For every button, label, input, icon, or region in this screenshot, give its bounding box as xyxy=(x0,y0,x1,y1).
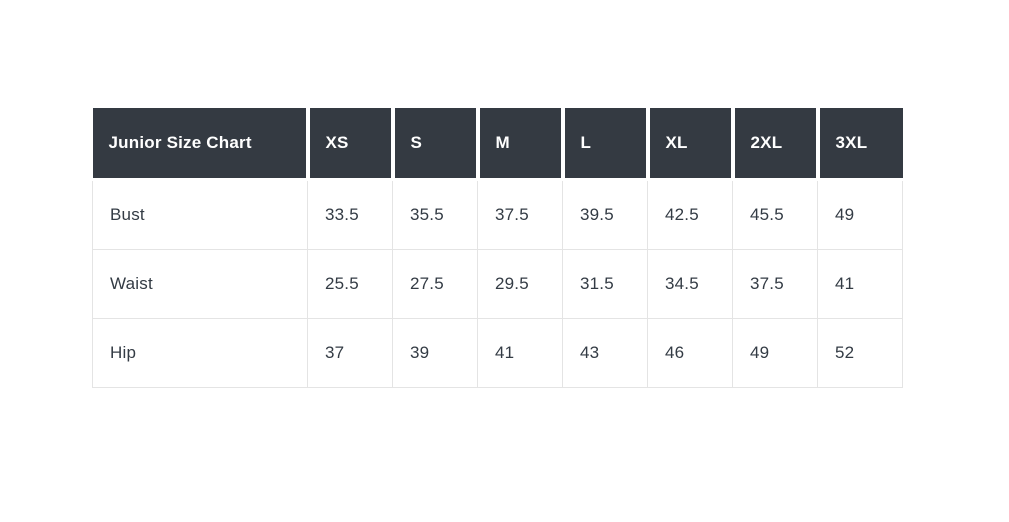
table-row-hip: Hip 37 39 41 43 46 49 52 xyxy=(92,318,903,388)
header-cell-l: L xyxy=(562,108,650,181)
value-cell: 45.5 xyxy=(732,179,818,250)
value-cell: 52 xyxy=(817,318,903,388)
header-cell-s: S xyxy=(392,108,480,181)
header-cell-m: M xyxy=(477,108,565,181)
value-cell: 49 xyxy=(817,179,903,250)
row-label-bust: Bust xyxy=(92,179,308,250)
header-cell-2xl: 2XL xyxy=(732,108,820,181)
header-cell-title: Junior Size Chart xyxy=(92,108,310,181)
value-cell: 37.5 xyxy=(732,249,818,319)
value-cell: 37 xyxy=(307,318,393,388)
value-cell: 42.5 xyxy=(647,179,733,250)
value-cell: 41 xyxy=(477,318,563,388)
junior-size-chart-table: Junior Size Chart XS S M L XL 2XL 3XL Bu… xyxy=(92,108,903,388)
value-cell: 43 xyxy=(562,318,648,388)
row-label-hip: Hip xyxy=(92,318,308,388)
value-cell: 41 xyxy=(817,249,903,319)
value-cell: 46 xyxy=(647,318,733,388)
table-row-waist: Waist 25.5 27.5 29.5 31.5 34.5 37.5 41 xyxy=(92,249,903,319)
value-cell: 39.5 xyxy=(562,179,648,250)
header-cell-xl: XL xyxy=(647,108,735,181)
value-cell: 49 xyxy=(732,318,818,388)
value-cell: 29.5 xyxy=(477,249,563,319)
row-label-waist: Waist xyxy=(92,249,308,319)
header-row: Junior Size Chart XS S M L XL 2XL 3XL xyxy=(92,108,903,181)
value-cell: 39 xyxy=(392,318,478,388)
value-cell: 31.5 xyxy=(562,249,648,319)
value-cell: 33.5 xyxy=(307,179,393,250)
value-cell: 37.5 xyxy=(477,179,563,250)
header-cell-3xl: 3XL xyxy=(817,108,903,181)
value-cell: 27.5 xyxy=(392,249,478,319)
value-cell: 34.5 xyxy=(647,249,733,319)
value-cell: 35.5 xyxy=(392,179,478,250)
value-cell: 25.5 xyxy=(307,249,393,319)
header-cell-xs: XS xyxy=(307,108,395,181)
table-row-bust: Bust 33.5 35.5 37.5 39.5 42.5 45.5 49 xyxy=(92,179,903,250)
